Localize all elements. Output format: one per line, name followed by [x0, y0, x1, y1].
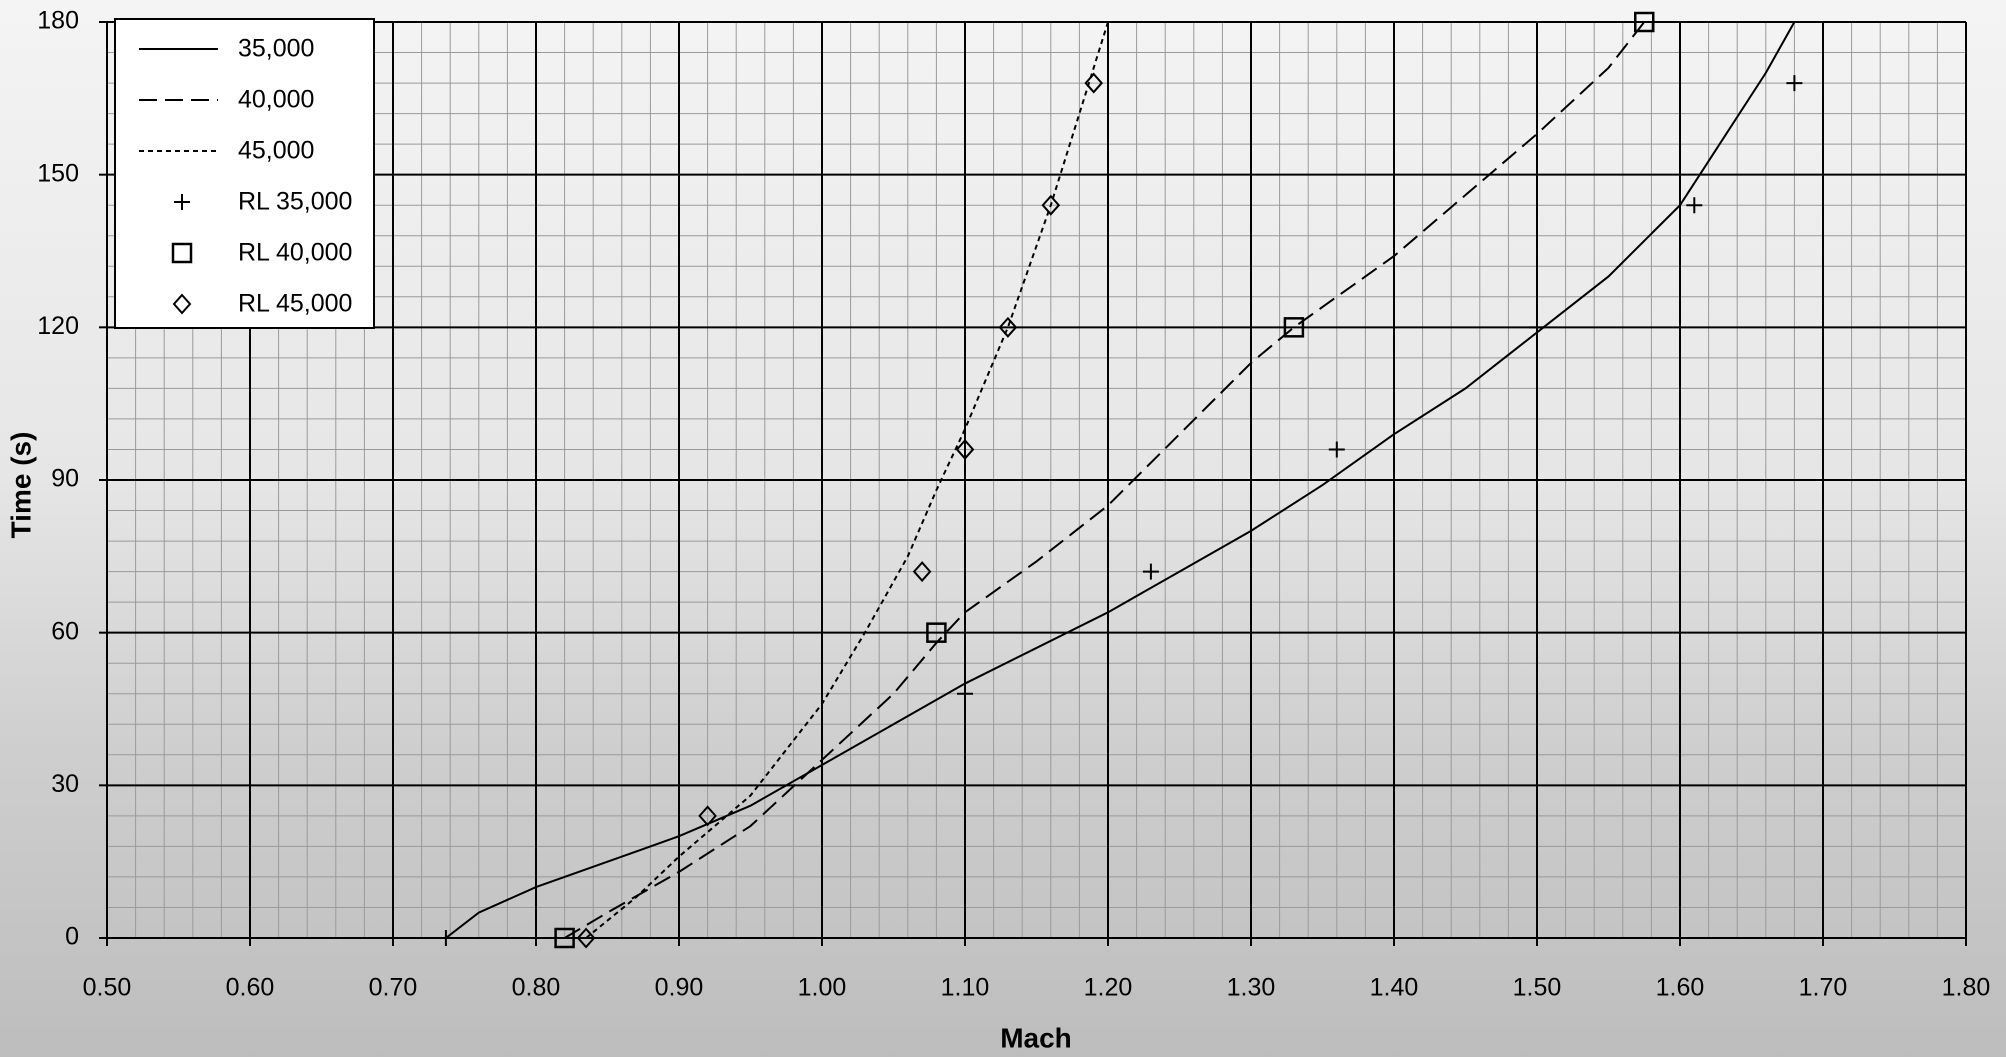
x-tick-label: 0.60: [226, 974, 275, 1002]
x-tick-label: 0.80: [512, 974, 561, 1002]
marker-plus: [1142, 563, 1159, 580]
y-tick-label: 90: [51, 465, 79, 493]
x-tick-label: 0.50: [83, 974, 132, 1002]
marker-plus: [957, 685, 973, 702]
marker-square: [926, 622, 947, 643]
legend-label: 45,000: [238, 137, 314, 165]
x-tick-label: 1.50: [1513, 974, 1562, 1002]
y-tick-label: 60: [51, 617, 79, 645]
marker-diamond: [912, 561, 932, 583]
y-tick-label: 150: [37, 159, 79, 187]
x-tick-label: 1.80: [1942, 974, 1991, 1002]
y-tick-label: 30: [51, 770, 79, 798]
series-line: [564, 21, 1646, 939]
marker-square: [1283, 317, 1305, 338]
legend-label: RL 45,000: [238, 290, 352, 318]
x-tick-label: 1.10: [941, 974, 990, 1002]
x-axis-title: Mach: [1000, 1022, 1072, 1053]
y-tick-label: 120: [37, 312, 79, 340]
marker-diamond: [1084, 72, 1104, 94]
legend-label: RL 40,000: [238, 239, 352, 267]
x-tick-label: 1.40: [1370, 974, 1419, 1002]
series-line: [107, 21, 1796, 939]
y-tick-label: 0: [65, 923, 79, 951]
x-tick-label: 1.30: [1227, 974, 1276, 1002]
marker-diamond: [998, 316, 1018, 338]
x-tick-label: 1.20: [1084, 974, 1133, 1002]
legend-label: RL 35,000: [238, 188, 352, 216]
legend: 35,000 40,000 45,000 RL 35,000 RL 40,000 RL 4…: [114, 18, 375, 329]
marker-plus: [1328, 441, 1345, 458]
y-tick-label: 180: [37, 7, 79, 35]
x-tick-label: 1.00: [798, 974, 847, 1002]
legend-box: [114, 18, 375, 329]
y-axis-title: Time (s): [5, 432, 36, 539]
x-tick-label: 0.90: [655, 974, 704, 1002]
marker-square: [1634, 11, 1655, 33]
marker-diamond: [698, 805, 717, 827]
marker-plus: [1529, 319, 1545, 336]
series-line: [585, 21, 1109, 939]
marker-diamond: [1041, 194, 1061, 216]
marker-diamond: [172, 293, 192, 315]
marker-square: [554, 927, 575, 949]
x-tick-label: 1.70: [1799, 974, 1848, 1002]
x-tick-label: 1.60: [1656, 974, 1705, 1002]
marker-diamond: [576, 927, 596, 949]
marker-plus: [174, 194, 190, 210]
marker-square: [171, 242, 193, 264]
marker-plus: [1786, 75, 1803, 92]
x-tick-label: 0.70: [369, 974, 418, 1002]
legend-label: 40,000: [238, 86, 314, 114]
legend-label: 35,000: [238, 35, 314, 63]
marker-diamond: [955, 438, 975, 460]
marker-plus: [1686, 197, 1703, 214]
marker-plus: [437, 930, 454, 946]
